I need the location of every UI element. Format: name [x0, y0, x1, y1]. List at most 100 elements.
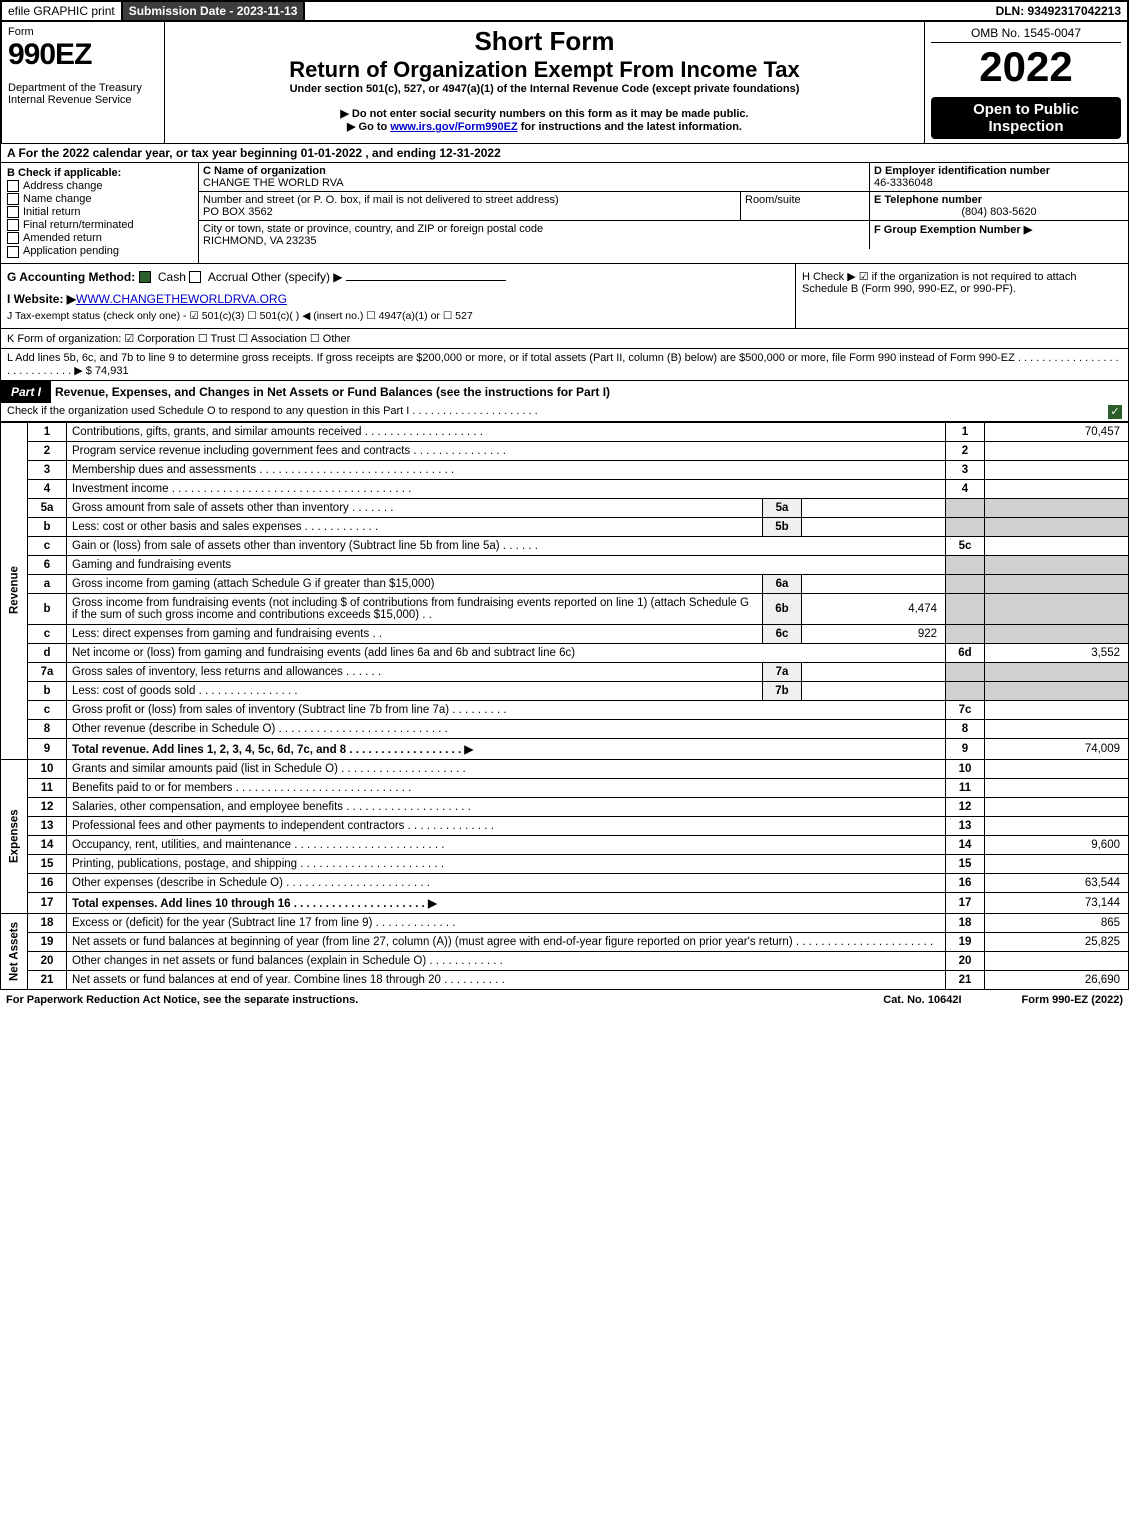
chk-name-change[interactable] — [7, 193, 19, 205]
l1-rn: 1 — [946, 422, 985, 441]
dept-treasury-1: Department of the Treasury — [8, 82, 158, 94]
city-label: City or town, state or province, country… — [203, 223, 865, 235]
l19-num: 19 — [28, 932, 67, 951]
l6d-rn: 6d — [946, 643, 985, 662]
l10-text: Grants and similar amounts paid (list in… — [67, 759, 946, 778]
chk-initial-return[interactable] — [7, 206, 19, 218]
l6d-text: Net income or (loss) from gaming and fun… — [67, 643, 946, 662]
l18-text: Excess or (deficit) for the year (Subtra… — [67, 913, 946, 932]
l7c-rn: 7c — [946, 700, 985, 719]
l4-num: 4 — [28, 479, 67, 498]
irs-link[interactable]: www.irs.gov/Form990EZ — [390, 121, 517, 133]
l19-amt: 25,825 — [985, 932, 1129, 951]
l17-num: 17 — [28, 892, 67, 913]
chk-application-pending[interactable] — [7, 246, 19, 258]
section-f: F Group Exemption Number ▶ — [870, 221, 1128, 249]
l6a-shaded — [946, 574, 985, 593]
l5b-num: b — [28, 517, 67, 536]
l17-rn: 17 — [946, 892, 985, 913]
chk-address-change[interactable] — [7, 180, 19, 192]
l6c-shaded — [946, 624, 985, 643]
l6c-text: Less: direct expenses from gaming and fu… — [67, 624, 763, 643]
l6c-shaded2 — [985, 624, 1129, 643]
expenses-vlabel: Expenses — [1, 759, 28, 913]
section-d: D Employer identification number 46-3336… — [870, 163, 1128, 192]
chk-cash[interactable] — [139, 271, 151, 283]
l18-rn: 18 — [946, 913, 985, 932]
l5b-shaded — [946, 517, 985, 536]
l13-rn: 13 — [946, 816, 985, 835]
chk-amended-return[interactable] — [7, 232, 19, 244]
l17-amt: 73,144 — [985, 892, 1129, 913]
l12-num: 12 — [28, 797, 67, 816]
l5a-text: Gross amount from sale of assets other t… — [67, 498, 763, 517]
l1-amt: 70,457 — [985, 422, 1129, 441]
l6b-num: b — [28, 593, 67, 624]
l13-amt — [985, 816, 1129, 835]
org-name: CHANGE THE WORLD RVA — [203, 177, 865, 189]
l8-text: Other revenue (describe in Schedule O) .… — [67, 719, 946, 738]
form-number: 990EZ — [8, 38, 158, 72]
chk-accrual[interactable] — [189, 271, 201, 283]
l9-text: Total revenue. Add lines 1, 2, 3, 4, 5c,… — [67, 738, 946, 759]
l5a-subamt — [802, 498, 946, 517]
lbl-initial-return: Initial return — [23, 206, 80, 218]
l19-rn: 19 — [946, 932, 985, 951]
l7b-shaded2 — [985, 681, 1129, 700]
l6-text: Gaming and fundraising events — [67, 555, 946, 574]
l7c-num: c — [28, 700, 67, 719]
section-c-name: C Name of organization CHANGE THE WORLD … — [199, 163, 870, 192]
l7c-amt — [985, 700, 1129, 719]
header-right: OMB No. 1545-0047 2022 Open to Public In… — [925, 22, 1127, 143]
subtitle: Under section 501(c), 527, or 4947(a)(1)… — [169, 83, 920, 95]
g-label: G Accounting Method: — [7, 270, 135, 284]
l7a-subamt — [802, 662, 946, 681]
lbl-amended-return: Amended return — [23, 232, 102, 244]
other-specify-input[interactable] — [346, 280, 506, 281]
l21-rn: 21 — [946, 970, 985, 989]
l8-rn: 8 — [946, 719, 985, 738]
e-label: E Telephone number — [874, 194, 1124, 206]
part1-subtitle: Check if the organization used Schedule … — [0, 403, 1129, 422]
dept-treasury-2: Internal Revenue Service — [8, 94, 158, 106]
lbl-final-return: Final return/terminated — [23, 219, 134, 231]
l6b-text: Gross income from fundraising events (no… — [67, 593, 763, 624]
l7b-sub: 7b — [763, 681, 802, 700]
l11-text: Benefits paid to or for members . . . . … — [67, 778, 946, 797]
l6a-text: Gross income from gaming (attach Schedul… — [67, 574, 763, 593]
l7b-num: b — [28, 681, 67, 700]
l6d-amt: 3,552 — [985, 643, 1129, 662]
l3-text: Membership dues and assessments . . . . … — [67, 460, 946, 479]
part1-sub-text: Check if the organization used Schedule … — [7, 405, 538, 419]
part1-title: Revenue, Expenses, and Changes in Net As… — [51, 381, 1128, 403]
l5c-text: Gain or (loss) from sale of assets other… — [67, 536, 946, 555]
f-label: F Group Exemption Number ▶ — [874, 223, 1124, 236]
l11-amt — [985, 778, 1129, 797]
section-b-checkboxes: Address change Name change Initial retur… — [7, 180, 192, 258]
l4-amt — [985, 479, 1129, 498]
l16-rn: 16 — [946, 873, 985, 892]
l7b-text: Less: cost of goods sold . . . . . . . .… — [67, 681, 763, 700]
l11-num: 11 — [28, 778, 67, 797]
section-c-city: City or town, state or province, country… — [199, 221, 870, 249]
l6c-sub: 6c — [763, 624, 802, 643]
line-g: G Accounting Method: Cash Accrual Other … — [1, 264, 795, 328]
dln-number: DLN: 93492317042213 — [990, 2, 1127, 20]
l7b-shaded — [946, 681, 985, 700]
l10-num: 10 — [28, 759, 67, 778]
l20-rn: 20 — [946, 951, 985, 970]
l6b-shaded2 — [985, 593, 1129, 624]
telephone-value: (804) 803-5620 — [874, 206, 1124, 218]
goto-post: for instructions and the latest informat… — [518, 121, 742, 133]
chk-final-return[interactable] — [7, 219, 19, 231]
form-header: Form 990EZ Department of the Treasury In… — [0, 22, 1129, 144]
note-ssn: ▶ Do not enter social security numbers o… — [169, 107, 920, 120]
line-l: L Add lines 5b, 6c, and 7b to line 9 to … — [0, 349, 1129, 381]
section-e: E Telephone number (804) 803-5620 — [870, 192, 1128, 221]
addr-label: Number and street (or P. O. box, if mail… — [203, 194, 736, 206]
l16-amt: 63,544 — [985, 873, 1129, 892]
l6c-num: c — [28, 624, 67, 643]
l16-num: 16 — [28, 873, 67, 892]
website-link[interactable]: WWW.CHANGETHEWORLDRVA.ORG — [76, 292, 287, 306]
l15-amt — [985, 854, 1129, 873]
